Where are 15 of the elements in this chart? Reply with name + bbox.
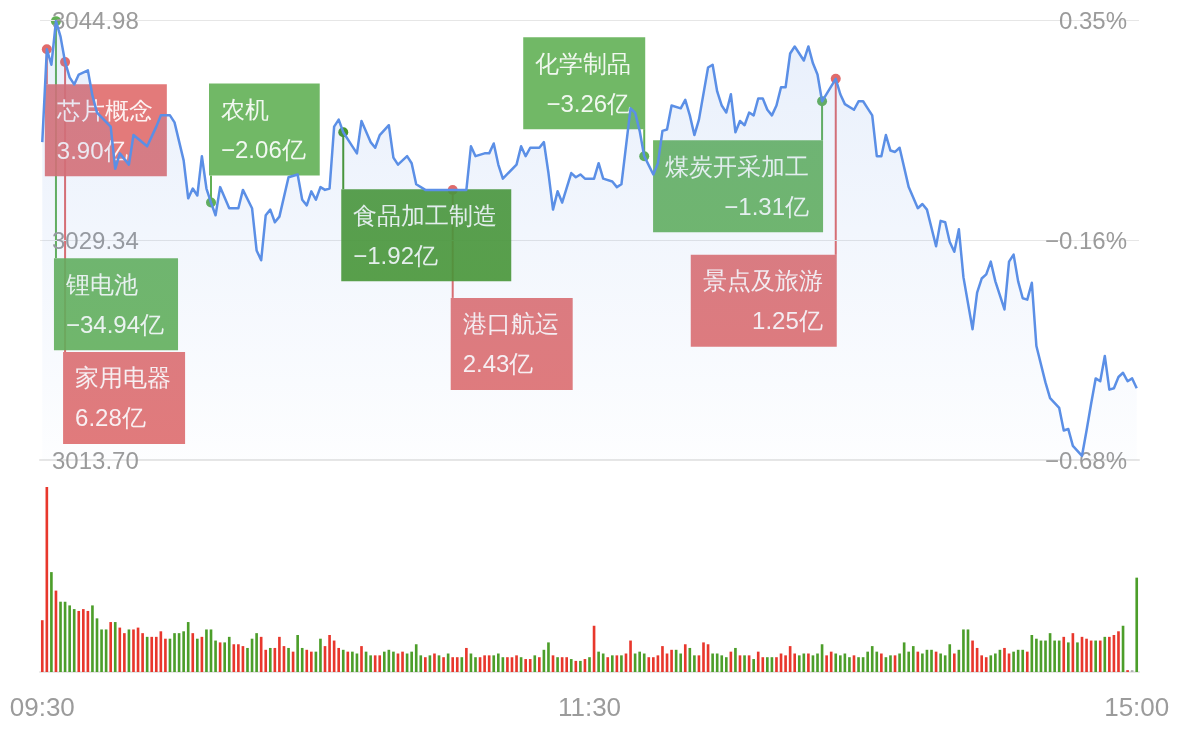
annotation: 家用电器 6.28亿 bbox=[75, 364, 172, 432]
annotation: 化学制品 −3.26亿 bbox=[535, 49, 632, 117]
x-tick-label: 11:30 bbox=[557, 692, 622, 722]
x-tick-label: 15:00 bbox=[1104, 692, 1170, 722]
annotation: 锂电池 −34.94亿 bbox=[64, 270, 165, 338]
annotation: 食品加工制造 −1.92亿 bbox=[353, 201, 498, 269]
y-tick-label: 3013.70 bbox=[52, 446, 139, 474]
annotation: 港口航运 2.43亿 bbox=[462, 310, 559, 378]
annotation: 景点及旅游 1.25亿 bbox=[702, 267, 823, 335]
y2-tick-label: −0.68% bbox=[1044, 446, 1127, 474]
annotation: 农机 −2.06亿 bbox=[221, 96, 306, 164]
y2-tick-label: −0.16% bbox=[1044, 226, 1127, 254]
y2-tick-label: 0.35% bbox=[1058, 6, 1127, 34]
annotation: 煤炭开采加工 −1.31亿 bbox=[665, 152, 810, 220]
x-tick-label: 09:30 bbox=[9, 692, 75, 722]
